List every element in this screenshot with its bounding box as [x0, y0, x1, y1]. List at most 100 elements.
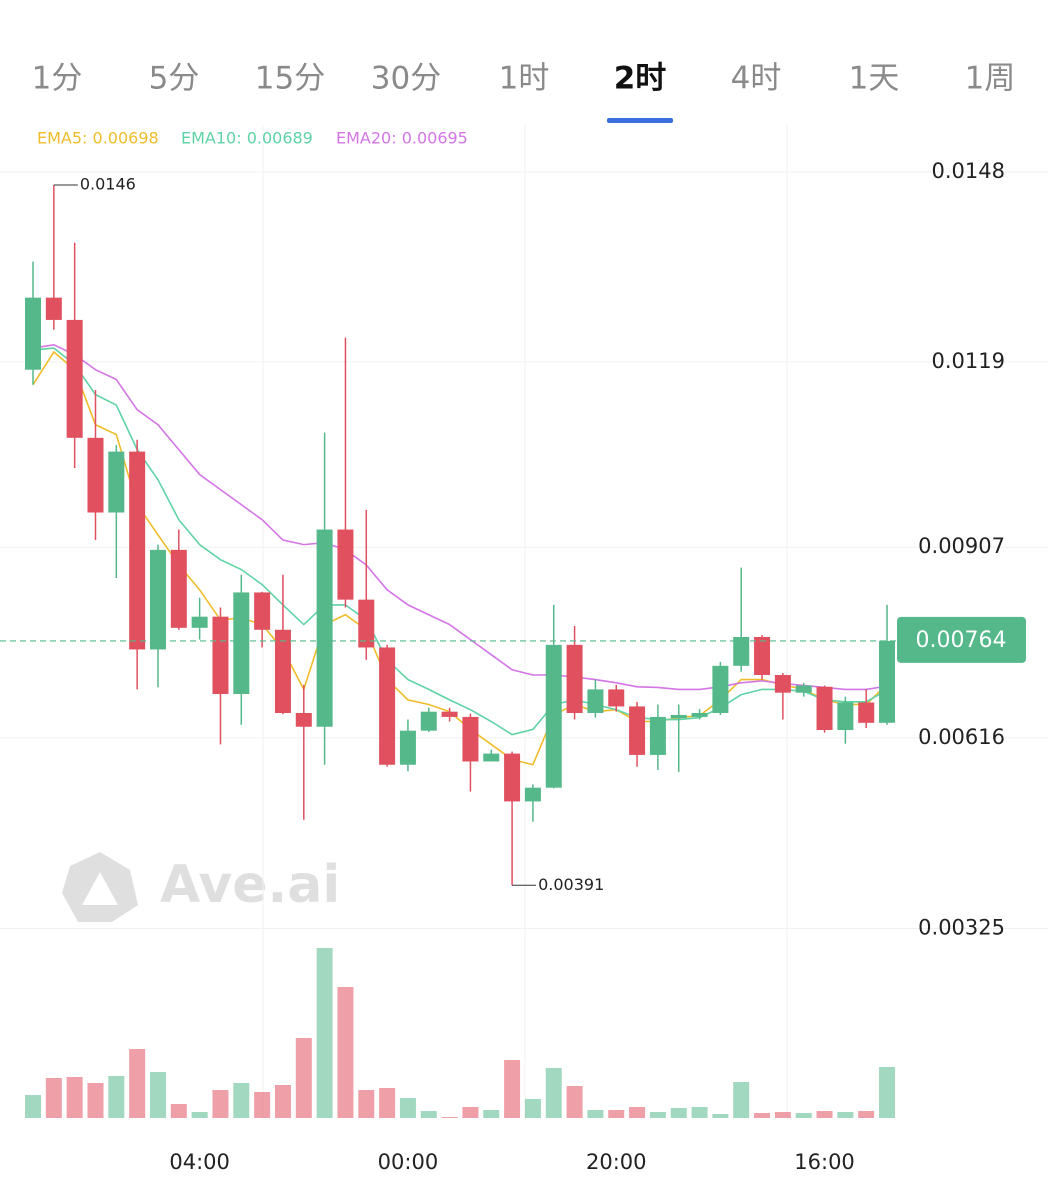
candle-body [170, 549, 187, 628]
candle-body [45, 297, 62, 320]
tab[interactable]: 1时 [499, 61, 550, 97]
tab[interactable]: 4时 [731, 61, 782, 97]
candle-body [566, 644, 583, 713]
volume-bar [399, 1098, 416, 1118]
volume-bar [816, 1111, 833, 1118]
candle-body [774, 674, 791, 693]
candle-body [379, 647, 396, 765]
volume-bar [524, 1099, 541, 1118]
tab[interactable]: 1天 [849, 61, 900, 97]
volume-bar [774, 1112, 791, 1118]
extreme-label: 0.0146 [80, 174, 136, 193]
candle-body [670, 714, 687, 719]
volume-bar [358, 1090, 375, 1118]
candle-body [212, 616, 229, 694]
volume-bar [462, 1107, 479, 1118]
candle-body [399, 730, 416, 765]
candle-body [66, 319, 83, 438]
x-tick-label: 00:00 [378, 1150, 439, 1174]
y-tick-label: 0.00325 [918, 916, 1005, 940]
volume-bar [212, 1090, 229, 1118]
candle-body [733, 636, 750, 666]
volume-bar [129, 1049, 146, 1118]
x-tick-label: 16:00 [794, 1150, 855, 1174]
watermark: Ave.ai [62, 852, 340, 922]
tab[interactable]: 1周 [965, 61, 1016, 97]
candle-body [441, 711, 458, 717]
candle-body [337, 529, 354, 600]
volume-bar [629, 1107, 646, 1118]
candle-body [504, 753, 521, 802]
tab[interactable]: 1分 [32, 61, 83, 97]
tab[interactable]: 2时 [614, 61, 667, 97]
ema-line [32, 347, 888, 736]
candle-body [191, 616, 208, 628]
y-tick-label: 0.00907 [918, 534, 1005, 558]
candle-body [254, 592, 271, 630]
volume-bar [254, 1092, 271, 1118]
candle-body [420, 711, 437, 731]
watermark-logo [62, 852, 138, 922]
volume-bar [649, 1112, 666, 1118]
volume-bar [795, 1113, 812, 1118]
volume-bar [108, 1076, 125, 1118]
tab[interactable]: 5分 [149, 61, 200, 97]
volume-bar [149, 1072, 166, 1118]
candle-body [129, 451, 146, 650]
candle-body [524, 787, 541, 802]
candle-body [691, 712, 708, 717]
watermark-logo-inner [82, 872, 118, 905]
volume-bar [66, 1077, 83, 1118]
candle-body [149, 549, 166, 650]
y-tick-label: 0.00616 [918, 725, 1005, 749]
candle-body [754, 636, 771, 675]
volume-bar [191, 1112, 208, 1118]
x-tick-label: 20:00 [586, 1150, 647, 1174]
candle-body [545, 644, 562, 788]
volume-bar [441, 1117, 458, 1118]
volume-bar [691, 1107, 708, 1118]
candle-body [316, 529, 333, 727]
candle-body [879, 640, 896, 723]
volume-bar [879, 1067, 896, 1118]
watermark-text: Ave.ai [160, 855, 340, 915]
x-tick-label: 04:00 [169, 1150, 230, 1174]
volume-bar [233, 1083, 250, 1118]
candle-body [587, 689, 604, 713]
volume-bar [45, 1078, 62, 1118]
candle-body [358, 599, 375, 648]
tab-underline [607, 118, 673, 123]
volume-bar [379, 1088, 396, 1118]
volume-bar [316, 948, 333, 1118]
tab[interactable]: 30分 [371, 61, 441, 97]
volume-bar [337, 987, 354, 1118]
volume-bar [608, 1110, 625, 1118]
candle-body [608, 689, 625, 707]
tab[interactable]: 15分 [255, 61, 325, 97]
candle-body [295, 712, 312, 727]
candle-body [649, 716, 666, 755]
volume-bar [858, 1111, 875, 1118]
candle-body [274, 629, 291, 713]
volume-bar [837, 1112, 854, 1118]
volume-bar [504, 1060, 521, 1118]
candle-body [462, 716, 479, 762]
extreme-label: 0.00391 [538, 875, 604, 894]
candle-body [483, 753, 500, 762]
volume-bar [25, 1095, 41, 1118]
candle-body [87, 437, 104, 513]
volume-bar [670, 1108, 687, 1118]
current-price-box [897, 616, 1026, 663]
volume-bar [545, 1068, 562, 1118]
legend-entry: EMA20: 0.00695 [336, 129, 468, 148]
candle-body [816, 686, 833, 731]
volume-bar [420, 1111, 437, 1118]
y-tick-label: 0.0148 [932, 159, 1005, 183]
volume-bar [733, 1082, 750, 1118]
candle-body [712, 665, 729, 713]
y-tick-label: 0.0119 [932, 349, 1005, 373]
volume-bar [274, 1085, 291, 1118]
volume-bar [587, 1110, 604, 1118]
